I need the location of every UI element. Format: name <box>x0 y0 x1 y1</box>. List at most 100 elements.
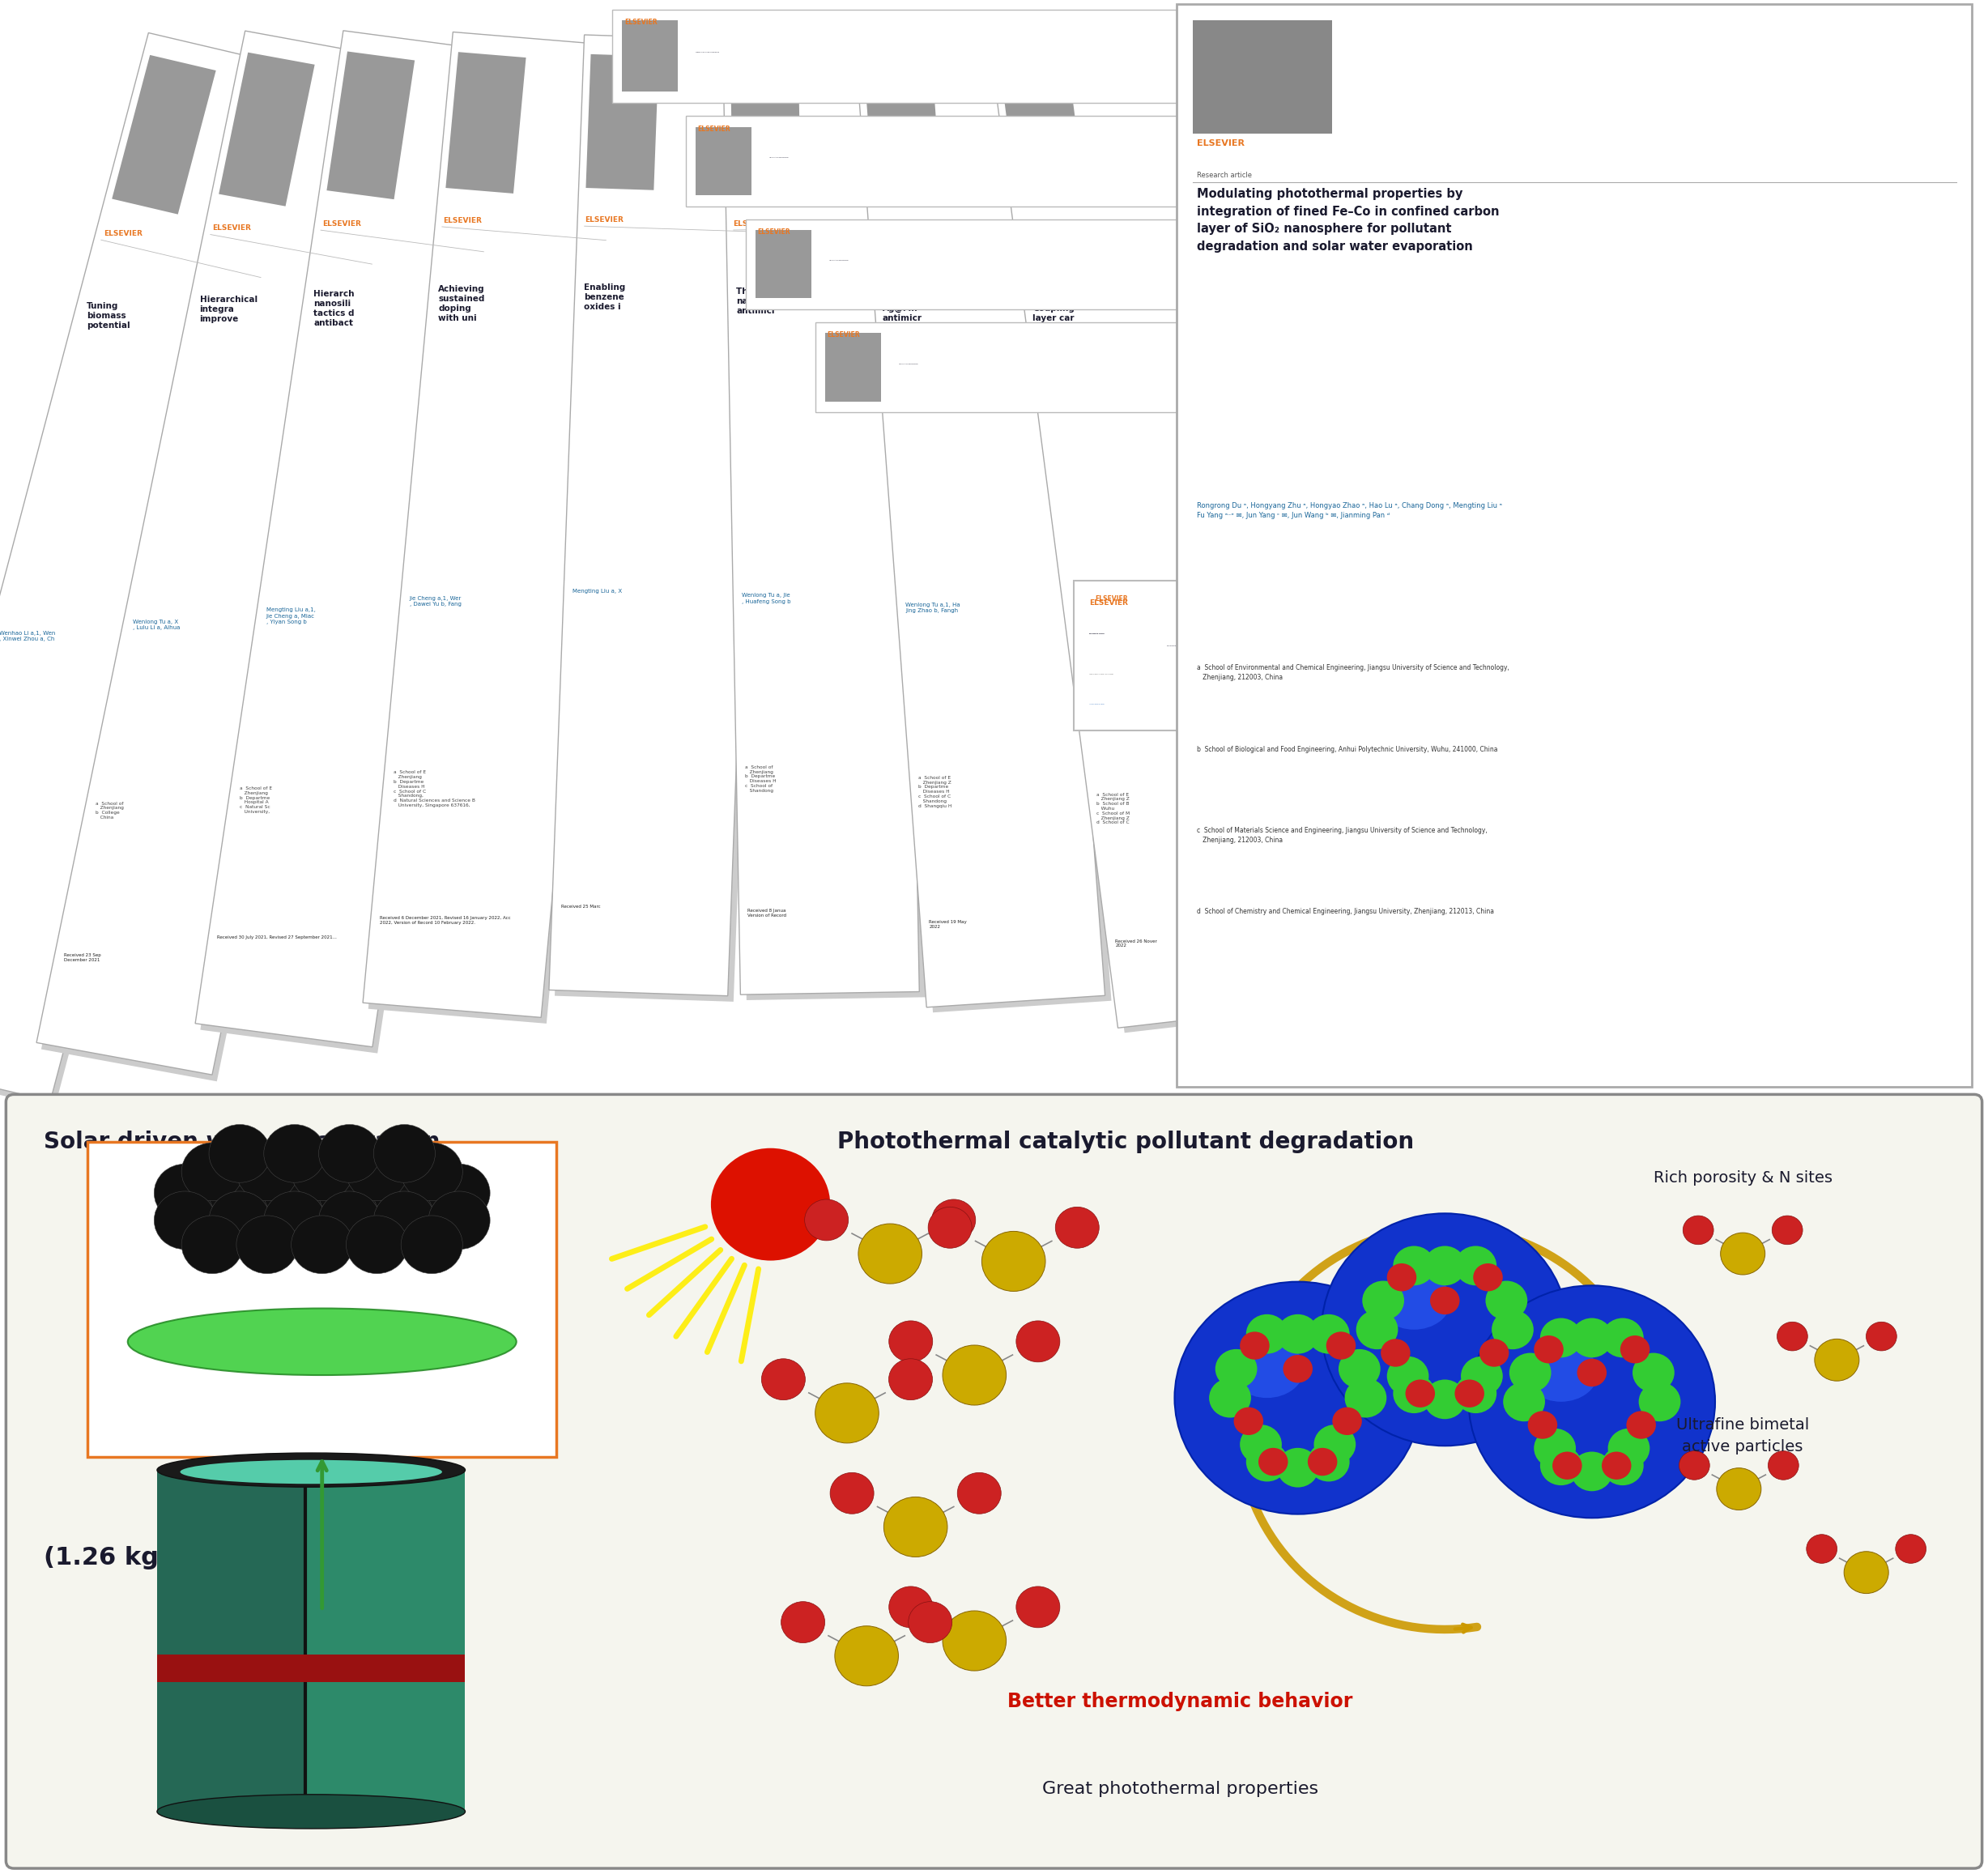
Text: Received 19 May
2022: Received 19 May 2022 <box>928 920 966 930</box>
Circle shape <box>1394 1374 1435 1413</box>
Circle shape <box>1308 1443 1350 1482</box>
Bar <box>1074 581 1779 731</box>
Text: Coupling
layer car
functional
water ev: Coupling layer car functional water ev <box>1032 304 1081 341</box>
Bar <box>1791 244 1891 300</box>
Text: a  School of
   Zhenjiang
b  College
   China: a School of Zhenjiang b College China <box>95 802 123 819</box>
Circle shape <box>1541 1447 1582 1486</box>
Text: Rongrong Du ᵃ, Hongyang Zhu ᵃ, Hongyao Zhao ᵃ, Hao Lu ᵃ, Chang Dong ᵃ, Mengting : Rongrong Du ᵃ, Hongyang Zhu ᵃ, Hongyao Z… <box>1197 502 1503 519</box>
Bar <box>201 37 525 1053</box>
Circle shape <box>346 1143 408 1201</box>
Circle shape <box>155 1192 217 1250</box>
Circle shape <box>155 1164 217 1222</box>
Circle shape <box>1491 1310 1533 1349</box>
Text: ELSEVIER: ELSEVIER <box>443 217 481 225</box>
Circle shape <box>181 1216 243 1274</box>
Text: (1.26 kg m⁻² h⁻¹, 76.8%): (1.26 kg m⁻² h⁻¹, 76.8%) <box>44 1546 382 1569</box>
Circle shape <box>781 1602 825 1643</box>
Circle shape <box>1509 1353 1551 1392</box>
Bar <box>1193 21 1332 133</box>
Circle shape <box>942 1612 1006 1672</box>
Circle shape <box>1246 1443 1288 1482</box>
Circle shape <box>1576 1359 1606 1387</box>
Circle shape <box>209 1124 270 1182</box>
Circle shape <box>1282 1355 1312 1383</box>
Circle shape <box>292 1216 354 1274</box>
Circle shape <box>237 1216 298 1274</box>
Circle shape <box>292 1143 354 1201</box>
Bar <box>755 231 811 298</box>
Text: Enabling
benzene
oxides i: Enabling benzene oxides i <box>584 283 626 311</box>
Circle shape <box>374 1124 435 1182</box>
Circle shape <box>1571 1317 1612 1357</box>
Bar <box>861 37 1111 1012</box>
Circle shape <box>1479 1338 1509 1366</box>
Bar <box>364 32 630 1018</box>
Text: The Co
nanopa
antimicr: The Co nanopa antimicr <box>736 287 775 315</box>
Text: ELSEVIER: ELSEVIER <box>1095 596 1129 602</box>
Text: ELSEVIER: ELSEVIER <box>624 19 658 26</box>
Circle shape <box>1461 1357 1503 1396</box>
Circle shape <box>346 1216 408 1274</box>
Bar <box>157 1655 465 1681</box>
Text: ELSEVIER: ELSEVIER <box>213 225 250 232</box>
Circle shape <box>1602 1317 1644 1357</box>
Text: Received 8 Janua
Version of Record: Received 8 Janua Version of Record <box>747 909 787 916</box>
Circle shape <box>885 1497 948 1557</box>
Bar <box>586 54 658 189</box>
Circle shape <box>932 1199 976 1241</box>
Text: b  School of Biological and Food Engineering, Anhui Polytechnic University, Wuhu: b School of Biological and Food Engineer… <box>1197 746 1497 753</box>
Bar <box>998 36 1302 1033</box>
Text: Better thermodynamic behavior: Better thermodynamic behavior <box>1008 1692 1354 1711</box>
Circle shape <box>1406 1379 1435 1407</box>
Bar <box>1791 347 1891 403</box>
Ellipse shape <box>127 1308 517 1376</box>
Circle shape <box>181 1143 243 1201</box>
Circle shape <box>1344 1377 1386 1417</box>
Bar <box>696 127 751 195</box>
Bar <box>111 54 217 214</box>
Circle shape <box>1362 1280 1404 1321</box>
Circle shape <box>1815 1338 1859 1381</box>
Circle shape <box>889 1587 932 1629</box>
Text: a  School of E
   Zhenjiang
b  Departme
   Diseases H
c  School of C
   Shandong: a School of E Zhenjiang b Departme Disea… <box>394 770 475 808</box>
Text: a  School of
   Zhenjiang
b  Departme
   Diseases H
c  School of
   Shandong: a School of Zhenjiang b Departme Disease… <box>746 765 777 793</box>
Circle shape <box>1767 1450 1799 1480</box>
Circle shape <box>1602 1447 1644 1486</box>
Circle shape <box>1602 1452 1632 1480</box>
Bar <box>990 30 1296 1029</box>
Circle shape <box>1423 1379 1465 1419</box>
Text: ELSEVIER: ELSEVIER <box>877 227 914 234</box>
Text: d  School of Chemistry and Chemical Engineering, Jiangsu University, Zhenjiang, : d School of Chemistry and Chemical Engin… <box>1197 909 1493 916</box>
Text: Tuning
biomass
potential: Tuning biomass potential <box>87 302 129 330</box>
Text: ELSEVIER: ELSEVIER <box>322 221 362 227</box>
Text: Wenlong Tu a, X
, Lulu Li a, Aihua: Wenlong Tu a, X , Lulu Li a, Aihua <box>133 618 181 630</box>
Bar <box>0 34 322 1100</box>
Bar <box>863 58 942 199</box>
Bar <box>622 21 678 92</box>
Circle shape <box>1680 1450 1710 1480</box>
Bar <box>1000 62 1085 206</box>
Bar <box>1783 126 1899 219</box>
Bar <box>1093 598 1149 705</box>
Text: Received 6 December 2021, Revised 16 January 2022, Acc
2022, Version of Record 1: Received 6 December 2021, Revised 16 Jan… <box>380 916 511 926</box>
Circle shape <box>1246 1314 1288 1353</box>
Circle shape <box>1469 1286 1716 1518</box>
Bar <box>195 30 521 1048</box>
Circle shape <box>1258 1449 1288 1475</box>
Text: Hierarchical
integra
improve: Hierarchical integra improve <box>199 296 256 322</box>
Bar <box>724 36 918 995</box>
Bar <box>0 0 1988 1106</box>
Circle shape <box>889 1321 932 1362</box>
Circle shape <box>1016 1321 1060 1362</box>
Circle shape <box>264 1192 326 1250</box>
Circle shape <box>1241 1332 1270 1359</box>
Circle shape <box>209 1192 270 1250</box>
Circle shape <box>318 1124 380 1182</box>
FancyBboxPatch shape <box>87 1141 557 1456</box>
Bar <box>157 1469 304 1812</box>
Circle shape <box>1016 1587 1060 1629</box>
Circle shape <box>1276 1314 1318 1353</box>
Ellipse shape <box>1378 1272 1451 1331</box>
Bar <box>1791 30 1891 90</box>
Text: Wenlong Tu a, Jie
, Huafeng Song b: Wenlong Tu a, Jie , Huafeng Song b <box>742 594 791 603</box>
